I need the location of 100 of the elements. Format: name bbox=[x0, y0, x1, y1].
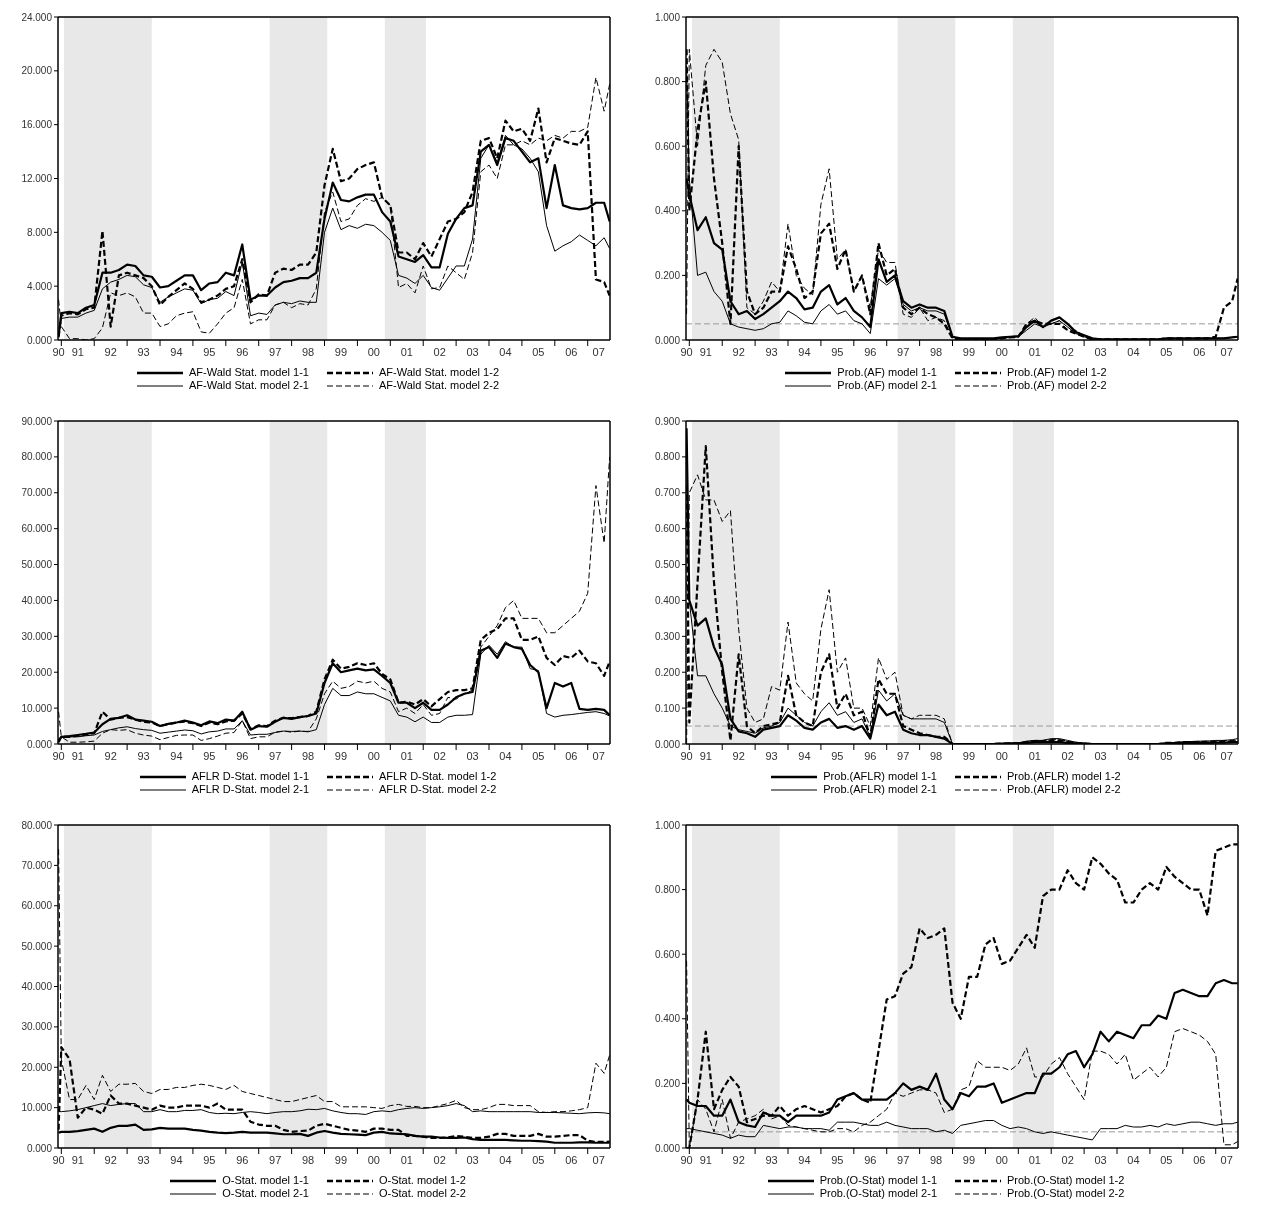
y-tick-label: 0.800 bbox=[654, 451, 681, 463]
x-tick-label: 04 bbox=[1127, 1154, 1140, 1166]
x-tick-label: 95 bbox=[203, 1154, 216, 1166]
x-tick-label: 91 bbox=[71, 750, 84, 762]
x-tick-label: 07 bbox=[592, 750, 605, 762]
x-tick-label: 94 bbox=[798, 346, 811, 358]
x-tick-label: 97 bbox=[897, 1154, 910, 1166]
x-tick-label: 97 bbox=[269, 346, 282, 358]
x-tick-label: 97 bbox=[897, 346, 910, 358]
y-tick-label: 0.000 bbox=[654, 334, 681, 346]
x-tick-label: 99 bbox=[962, 1154, 976, 1166]
y-tick-label: 40.000 bbox=[21, 594, 53, 606]
x-tick-label: 04 bbox=[1127, 346, 1140, 358]
y-tick-label: 40.000 bbox=[21, 981, 53, 993]
x-tick-label: 98 bbox=[929, 1154, 943, 1166]
x-tick-label: 07 bbox=[592, 346, 605, 358]
x-tick-label: 00 bbox=[995, 1154, 1008, 1166]
x-tick-label: 90 bbox=[52, 1154, 65, 1166]
x-tick-label: 91 bbox=[71, 1154, 84, 1166]
x-tick-label: 99 bbox=[962, 346, 976, 358]
x-tick-label: 98 bbox=[301, 346, 315, 358]
legend-label: Prob.(AF) model 1-2 bbox=[1007, 366, 1107, 379]
x-tick-label: 91 bbox=[71, 346, 84, 358]
legend-label: AFLR D-Stat. model 2-2 bbox=[379, 783, 497, 796]
y-tick-label: 24.000 bbox=[21, 11, 53, 23]
x-tick-label: 02 bbox=[433, 750, 446, 762]
legend-label: O-Stat. model 2-1 bbox=[222, 1187, 309, 1200]
y-tick-label: 60.000 bbox=[21, 523, 53, 535]
x-tick-label: 07 bbox=[592, 1154, 605, 1166]
x-tick-label: 92 bbox=[732, 346, 745, 358]
legend-label: Prob.(AFLR) model 2-2 bbox=[1007, 783, 1121, 796]
y-tick-label: 30.000 bbox=[21, 630, 53, 642]
x-tick-label: 01 bbox=[400, 1154, 413, 1166]
x-tick-label: 05 bbox=[1160, 750, 1173, 762]
legend-label: O-Stat. model 1-1 bbox=[222, 1174, 309, 1187]
x-tick-label: 02 bbox=[433, 1154, 446, 1166]
x-tick-label: 94 bbox=[798, 750, 811, 762]
x-tick-label: 94 bbox=[170, 1154, 183, 1166]
x-tick-label: 00 bbox=[367, 346, 380, 358]
y-tick-label: 4.000 bbox=[26, 280, 53, 292]
y-tick-label: 0.800 bbox=[654, 76, 681, 88]
x-tick-label: 06 bbox=[565, 1154, 578, 1166]
x-tick-label: 02 bbox=[433, 346, 446, 358]
y-tick-label: 20.000 bbox=[21, 666, 53, 678]
y-tick-label: 0.000 bbox=[654, 1142, 681, 1154]
y-tick-label: 60.000 bbox=[21, 900, 53, 912]
x-tick-label: 90 bbox=[680, 1154, 693, 1166]
y-tick-label: 10.000 bbox=[21, 702, 53, 714]
x-tick-label: 01 bbox=[400, 346, 413, 358]
x-tick-label: 96 bbox=[236, 750, 249, 762]
legend-label: Prob.(AFLR) model 2-1 bbox=[823, 783, 937, 796]
x-tick-label: 92 bbox=[104, 750, 117, 762]
y-tick-label: 80.000 bbox=[21, 451, 53, 463]
x-tick-label: 05 bbox=[532, 750, 545, 762]
y-tick-label: 10.000 bbox=[21, 1102, 53, 1114]
x-tick-label: 96 bbox=[236, 346, 249, 358]
x-tick-label: 95 bbox=[831, 750, 844, 762]
y-tick-label: 0.600 bbox=[654, 523, 681, 535]
y-tick-label: 0.300 bbox=[654, 630, 681, 642]
x-tick-label: 90 bbox=[680, 346, 693, 358]
x-tick-label: 93 bbox=[137, 1154, 150, 1166]
y-tick-label: 0.400 bbox=[654, 594, 681, 606]
x-tick-label: 04 bbox=[499, 1154, 512, 1166]
y-tick-label: 12.000 bbox=[21, 173, 53, 185]
x-tick-label: 05 bbox=[532, 346, 545, 358]
x-tick-label: 06 bbox=[1193, 750, 1206, 762]
legend-label: Prob.(AF) model 1-1 bbox=[837, 366, 937, 379]
x-tick-label: 00 bbox=[367, 1154, 380, 1166]
legend-label: AFLR D-Stat. model 1-1 bbox=[191, 770, 309, 783]
x-tick-label: 93 bbox=[765, 346, 778, 358]
y-tick-label: 16.000 bbox=[21, 119, 53, 131]
y-tick-label: 1.000 bbox=[654, 819, 681, 831]
x-tick-label: 95 bbox=[831, 1154, 844, 1166]
x-tick-label: 95 bbox=[203, 750, 216, 762]
x-tick-label: 90 bbox=[680, 750, 693, 762]
legend-label: O-Stat. model 2-2 bbox=[379, 1187, 466, 1200]
legend-label: O-Stat. model 1-2 bbox=[379, 1174, 466, 1187]
x-tick-label: 02 bbox=[1061, 1154, 1074, 1166]
x-tick-label: 91 bbox=[699, 346, 712, 358]
x-tick-label: 99 bbox=[962, 750, 976, 762]
legend-label: AF-Wald Stat. model 1-1 bbox=[188, 366, 309, 379]
y-tick-label: 0.500 bbox=[654, 559, 681, 571]
x-tick-label: 92 bbox=[104, 1154, 117, 1166]
y-tick-label: 0.700 bbox=[654, 487, 681, 499]
y-tick-label: 0.000 bbox=[26, 1142, 53, 1154]
x-tick-label: 91 bbox=[699, 1154, 712, 1166]
x-tick-label: 00 bbox=[995, 346, 1008, 358]
y-tick-label: 0.600 bbox=[654, 140, 681, 152]
x-tick-label: 04 bbox=[499, 750, 512, 762]
x-tick-label: 06 bbox=[565, 346, 578, 358]
y-tick-label: 0.000 bbox=[26, 334, 53, 346]
x-tick-label: 00 bbox=[995, 750, 1008, 762]
legend-label: Prob.(AFLR) model 1-1 bbox=[823, 770, 937, 783]
y-tick-label: 0.400 bbox=[654, 205, 681, 217]
legend-label: Prob.(O-Stat) model 1-1 bbox=[819, 1174, 937, 1187]
x-tick-label: 99 bbox=[334, 750, 348, 762]
x-tick-label: 02 bbox=[1061, 346, 1074, 358]
x-tick-label: 99 bbox=[334, 346, 348, 358]
x-tick-label: 94 bbox=[798, 1154, 811, 1166]
x-tick-label: 96 bbox=[864, 346, 877, 358]
